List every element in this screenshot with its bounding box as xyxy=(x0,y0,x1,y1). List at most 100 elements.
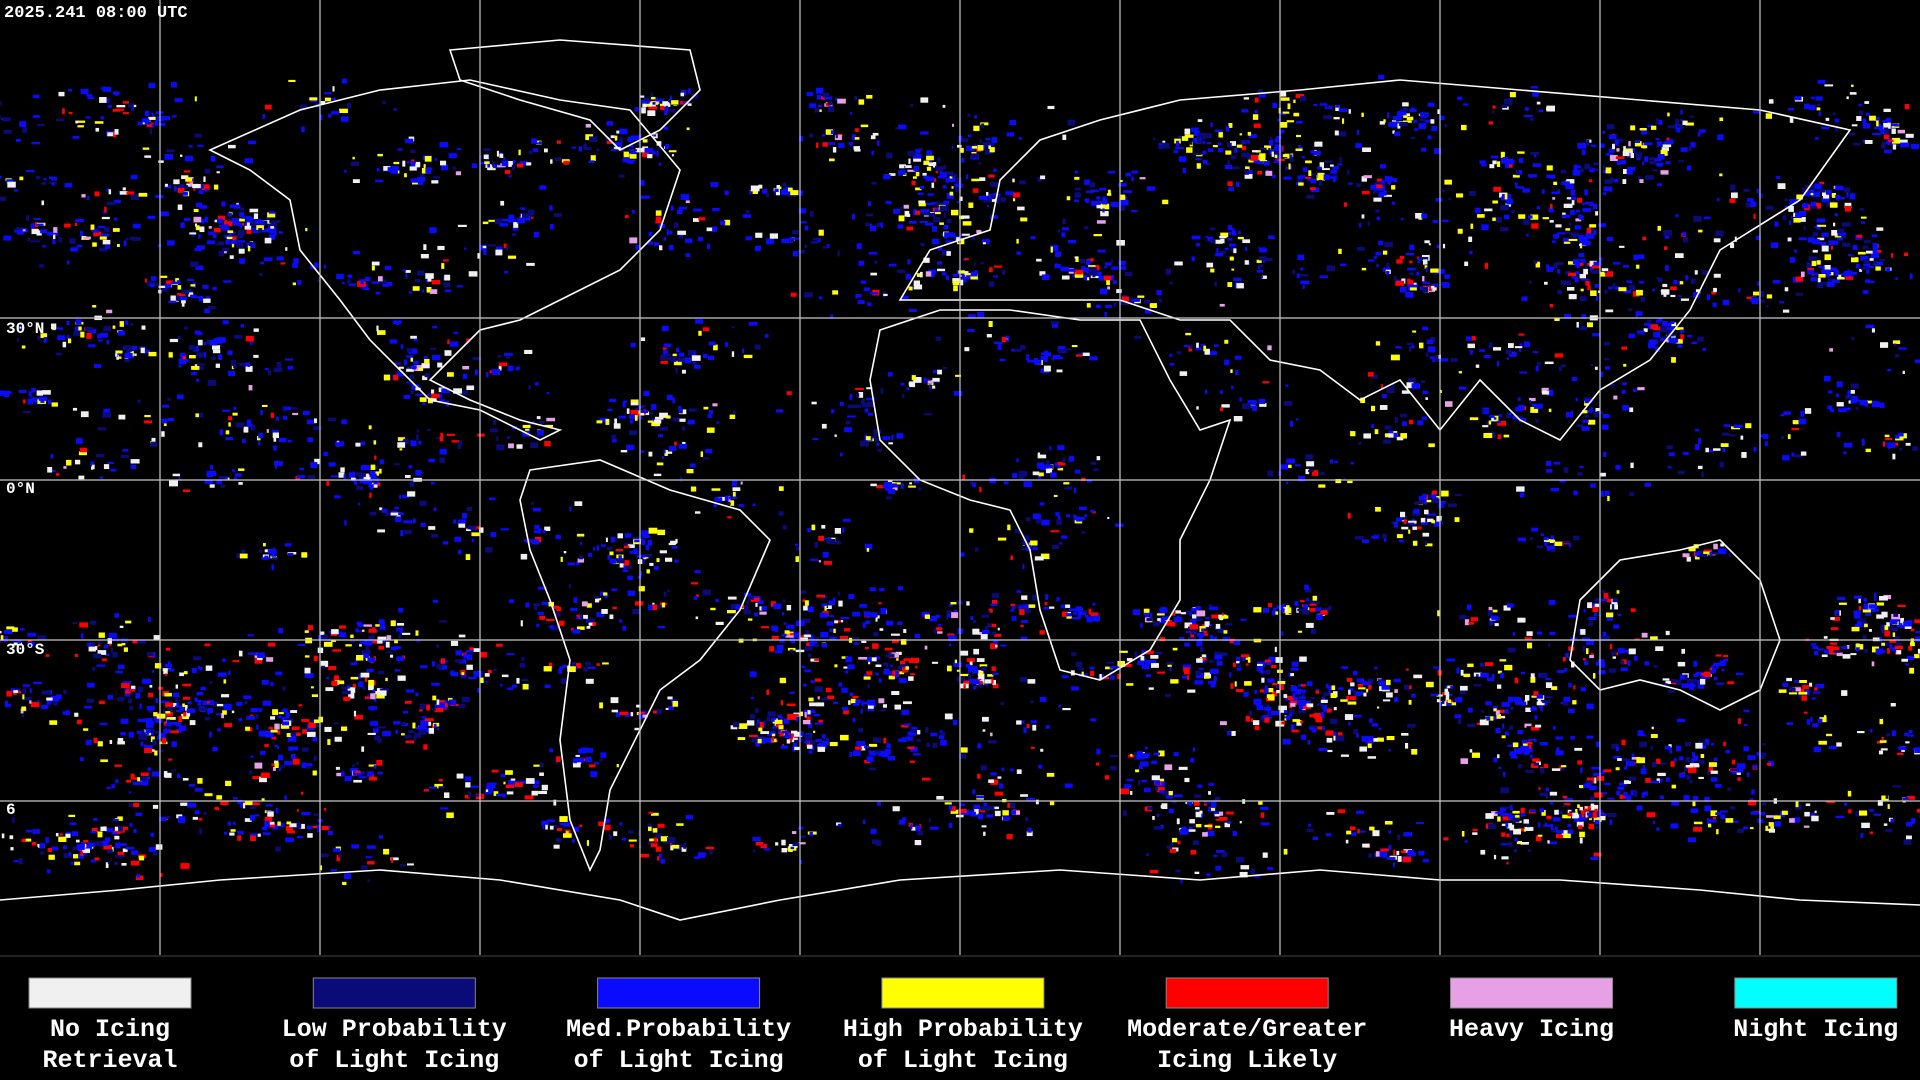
icing-pixel xyxy=(1503,771,1506,778)
icing-pixel xyxy=(496,643,503,647)
icing-pixel xyxy=(1580,767,1583,774)
icing-pixel xyxy=(663,237,666,241)
icing-pixel xyxy=(1440,358,1448,362)
icing-pixel xyxy=(630,152,637,155)
icing-pixel xyxy=(98,225,106,229)
icing-pixel xyxy=(959,196,963,201)
icing-pixel xyxy=(1667,330,1673,335)
icing-pixel xyxy=(267,369,271,376)
icing-pixel xyxy=(1380,191,1384,195)
icing-pixel xyxy=(107,461,114,465)
icing-pixel xyxy=(338,472,345,478)
icing-pixel xyxy=(328,113,332,118)
icing-pixel xyxy=(1601,769,1605,775)
icing-pixel xyxy=(305,766,312,769)
icing-pixel xyxy=(158,285,168,288)
icing-pixel xyxy=(1056,519,1063,525)
icing-pixel xyxy=(1611,604,1615,610)
icing-pixel xyxy=(1012,178,1015,183)
icing-pixel xyxy=(531,539,540,545)
icing-pixel xyxy=(1376,184,1383,189)
icing-pixel xyxy=(96,231,101,235)
icing-pixel xyxy=(1381,384,1384,389)
icing-pixel xyxy=(949,191,954,196)
icing-pixel xyxy=(867,699,876,703)
icing-pixel xyxy=(972,482,977,488)
icing-pixel xyxy=(1682,231,1686,237)
icing-pixel xyxy=(829,158,835,162)
icing-pixel xyxy=(946,613,949,620)
icing-pixel xyxy=(738,504,745,507)
icing-pixel xyxy=(161,286,168,292)
icing-pixel xyxy=(544,424,553,428)
icing-pixel xyxy=(1493,186,1502,192)
icing-pixel xyxy=(271,564,274,571)
icing-pixel xyxy=(886,152,893,159)
icing-pixel xyxy=(1573,490,1578,496)
icing-pixel xyxy=(929,385,936,389)
icing-pixel xyxy=(1865,324,1875,329)
icing-pixel xyxy=(658,434,663,438)
icing-pixel xyxy=(216,338,220,343)
icing-pixel xyxy=(1229,243,1236,247)
icing-pixel xyxy=(1640,296,1646,302)
icing-pixel xyxy=(1835,194,1841,200)
icing-pixel xyxy=(189,232,197,235)
icing-pixel xyxy=(852,703,860,706)
icing-pixel xyxy=(751,696,754,700)
icing-pixel xyxy=(397,148,403,151)
icing-pixel xyxy=(419,397,427,402)
icing-pixel xyxy=(305,228,308,232)
icing-pixel xyxy=(1293,112,1300,117)
icing-pixel xyxy=(1348,109,1351,114)
icing-pixel xyxy=(648,231,653,237)
icing-pixel xyxy=(112,651,118,658)
icing-pixel xyxy=(203,812,207,816)
icing-pixel xyxy=(1665,777,1670,782)
icing-pixel xyxy=(855,387,864,391)
icing-pixel xyxy=(1323,692,1332,697)
icing-pixel xyxy=(1719,461,1724,468)
icing-pixel xyxy=(74,326,79,331)
icing-pixel xyxy=(358,674,362,680)
icing-pixel xyxy=(1546,165,1553,171)
icing-pixel xyxy=(1400,413,1408,418)
icing-pixel xyxy=(1088,267,1094,271)
icing-pixel xyxy=(1524,826,1534,831)
icing-pixel xyxy=(197,332,203,336)
icing-pixel xyxy=(839,401,844,406)
icing-pixel xyxy=(1828,390,1833,394)
icing-pixel xyxy=(441,388,450,394)
icing-pixel xyxy=(877,140,880,146)
icing-pixel xyxy=(1664,236,1670,239)
icing-pixel xyxy=(1071,345,1078,348)
icing-pixel xyxy=(1085,198,1090,204)
icing-pixel xyxy=(663,126,669,130)
icing-pixel xyxy=(1869,258,1874,261)
icing-pixel xyxy=(727,516,732,519)
icing-pixel xyxy=(664,451,673,454)
icing-pixel xyxy=(190,261,199,268)
icing-pixel xyxy=(937,157,941,163)
icing-pixel xyxy=(1697,551,1704,554)
icing-pixel xyxy=(1057,516,1061,522)
icing-pixel xyxy=(992,600,998,606)
icing-pixel xyxy=(712,403,718,407)
icing-pixel xyxy=(973,619,976,624)
icing-pixel xyxy=(279,765,285,768)
icing-pixel xyxy=(851,213,855,220)
icing-pixel xyxy=(2,117,11,122)
icing-pixel xyxy=(466,338,471,343)
icing-pixel xyxy=(1662,283,1668,288)
icing-pixel xyxy=(1557,189,1560,195)
icing-pixel xyxy=(1421,213,1428,219)
icing-pixel xyxy=(1872,646,1880,653)
icing-pixel xyxy=(1601,590,1605,594)
icing-pixel xyxy=(1685,122,1694,126)
icing-pixel xyxy=(632,608,641,615)
icing-pixel xyxy=(567,562,575,566)
icing-pixel xyxy=(955,186,960,193)
icing-pixel xyxy=(669,445,677,451)
icing-pixel xyxy=(676,823,684,826)
